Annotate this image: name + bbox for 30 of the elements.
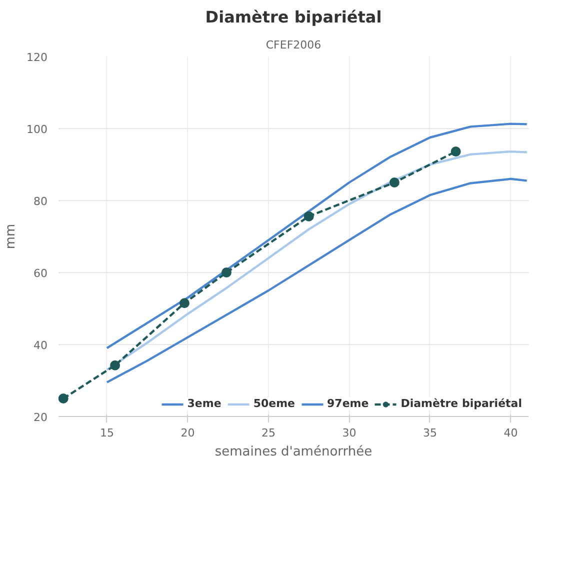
- line-series: [106, 150, 528, 371]
- x-tick-label: 40: [504, 426, 518, 440]
- x-axis-title: semaines d'aménorrhée: [214, 444, 372, 460]
- point: [110, 360, 120, 370]
- y-tick-label: 120: [26, 51, 48, 64]
- x-tick-label: 25: [261, 426, 276, 440]
- point: [179, 298, 190, 308]
- x-tick-label: 20: [180, 426, 195, 440]
- line-series: [106, 178, 528, 384]
- y-tick-label: 60: [34, 267, 48, 280]
- point: [304, 211, 314, 222]
- x-tick-label: 15: [100, 426, 114, 440]
- chart-subtitle: CFEF2006: [266, 38, 322, 52]
- point: [58, 394, 68, 404]
- point: [221, 268, 232, 278]
- y-tick-label: 40: [34, 339, 48, 352]
- legend-label: 97eme: [327, 397, 369, 410]
- y-axis-title: mm: [4, 224, 19, 250]
- legend-label: 50eme: [253, 397, 296, 410]
- point: [389, 178, 400, 188]
- line-series: [106, 122, 528, 350]
- y-tick-label: 100: [26, 123, 48, 136]
- legend-label: 3eme: [187, 397, 222, 410]
- x-tick-label: 35: [422, 426, 437, 440]
- x-tick-label: 30: [342, 426, 356, 440]
- y-tick-label: 20: [34, 411, 48, 424]
- point: [450, 146, 461, 157]
- y-tick-label: 80: [34, 195, 48, 208]
- legend-label: Diamètre bipariétal: [400, 397, 522, 410]
- chart-title: Diamètre bipariétal: [205, 8, 382, 26]
